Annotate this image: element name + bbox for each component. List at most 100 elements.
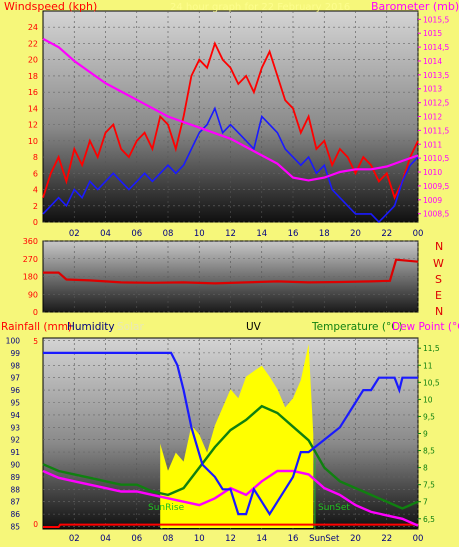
wind-y-tick-label: 10	[28, 137, 38, 146]
direction-axes: 0 90 180 270 360	[23, 237, 38, 317]
humidity-y-tick-label: 100	[6, 336, 21, 345]
temperature-y-tick-label: 10	[423, 395, 433, 404]
humidity-y-tick-label: 98	[10, 361, 20, 370]
wind-x-tick-label: 10	[194, 229, 205, 239]
wind-x-tick-label: 00	[413, 229, 424, 239]
wind-y-tick-label: 18	[28, 72, 38, 81]
sunrise-label: SunRise	[148, 503, 185, 513]
temperature-y-tick-label: 9,5	[423, 412, 435, 421]
humidity-line	[43, 351, 418, 517]
baro-y-tick-label: 1015,5	[423, 15, 449, 24]
direction-y-tick-label: 90	[28, 290, 38, 299]
temp-x-tick-label: 20	[350, 534, 361, 543]
temp-x-tick-label: 04	[100, 534, 111, 543]
rainfall-line	[43, 523, 418, 528]
wind-x-tick-label: 06	[131, 229, 142, 239]
wind-direction-line	[43, 258, 419, 285]
temp-series	[42, 344, 419, 528]
baro-y-tick-label: 1013	[423, 85, 442, 94]
rain-tick-label-0: 0	[33, 520, 38, 529]
baro-y-tick-label: 1012,5	[423, 99, 449, 108]
baro-y-tick-label: 1010	[423, 168, 442, 177]
temp-x-tick-label: 06	[131, 534, 142, 543]
direction-y-tick-label: 270	[23, 255, 38, 264]
temperature-y-tick-label: 10,5	[423, 378, 440, 387]
temperature-y-tick-label: 7,5	[423, 481, 435, 490]
baro-y-tick-label: 1013,5	[423, 71, 449, 80]
wind-y-tick-label: 4	[33, 186, 38, 195]
wind-y-tick-label: 20	[28, 56, 38, 65]
compass-e: E	[435, 289, 442, 302]
baro-y-tick-label: 1010,5	[423, 154, 449, 163]
wind-x-tick-label: 20	[350, 229, 361, 239]
humidity-y-tick-label: 95	[10, 398, 20, 407]
baro-y-tick-label: 1009	[423, 196, 442, 205]
temp-x-tick-label: 22	[381, 534, 392, 543]
barometer-label: Barometer (mb)	[371, 0, 459, 13]
humidity-label: Humidity	[67, 321, 115, 333]
faint-title: 24 hour graph for 22 February 2016	[170, 2, 350, 13]
wind-y-tick-label: 14	[28, 104, 38, 113]
compass-labels: N W S E N	[433, 240, 444, 318]
temp-x-tick-label: 10	[194, 534, 205, 543]
temperature-y-tick-label: 7	[423, 498, 428, 507]
temp-x-tick-label: 14	[256, 534, 267, 543]
temperature-y-tick-label: 11,5	[423, 344, 440, 353]
wind-axes: 02 04 06 08 10 12 14 16 18 20 22 000246810121416182…	[28, 15, 450, 239]
wind-y-tick-label: 12	[28, 121, 38, 130]
compass-n-top: N	[435, 240, 443, 253]
barometer-line	[42, 37, 419, 182]
temp-x-tick-label: 00	[413, 534, 424, 543]
wind-average-line	[42, 106, 419, 224]
wind-x-tick-label: 16	[288, 229, 299, 239]
humidity-y-tick-label: 96	[10, 386, 20, 395]
wind-grid	[43, 11, 419, 223]
baro-y-tick-label: 1011,5	[423, 126, 449, 135]
dewpoint-label: Dew Point (°C)	[392, 321, 459, 333]
temperature-y-tick-label: 6,5	[423, 515, 435, 524]
temp-x-tick-label: 08	[163, 534, 174, 543]
wind-y-tick-label: 2	[33, 202, 38, 211]
temperature-y-tick-label: 11	[423, 361, 433, 370]
temperature-y-tick-label: 8,5	[423, 447, 435, 456]
baro-y-tick-label: 1011	[423, 140, 442, 149]
humidity-y-tick-label: 88	[10, 485, 20, 494]
temperature-line	[42, 404, 419, 510]
temp-x-tick-label: 16	[288, 534, 299, 543]
humidity-y-tick-label: 89	[10, 473, 20, 482]
compass-s: S	[435, 273, 442, 286]
wind-y-tick-label: 8	[33, 153, 38, 162]
direction-y-tick-label: 180	[23, 273, 38, 282]
temp-x-tick-label: 12	[225, 534, 236, 543]
wind-y-tick-label: 22	[28, 39, 38, 48]
windspeed-label: Windspeed (kph)	[4, 0, 97, 13]
direction-y-tick-label: 360	[23, 237, 38, 246]
humidity-y-tick-label: 86	[10, 510, 20, 519]
temp-x-tick-label: 02	[69, 534, 80, 543]
humidity-y-tick-label: 94	[10, 411, 20, 420]
baro-y-tick-label: 1014	[423, 57, 442, 66]
humidity-y-tick-label: 97	[10, 374, 20, 383]
wind-y-tick-label: 16	[28, 88, 38, 97]
baro-y-tick-label: 1015	[423, 29, 442, 38]
direction-series	[43, 258, 419, 285]
humidity-y-tick-label: 92	[10, 436, 20, 445]
humidity-y-tick-label: 93	[10, 423, 20, 432]
baro-y-tick-label: 1014,5	[423, 43, 449, 52]
baro-y-tick-label: 1008,5	[423, 210, 449, 219]
temp-axes: 02 04 06 08 10 12 14 16 SunSet 20 22 00858687888990…	[6, 336, 440, 544]
temperature-label: Temperature (°C)	[311, 321, 403, 333]
compass-n-bottom: N	[435, 305, 443, 318]
wind-x-tick-label: 04	[100, 229, 111, 239]
sunset-label: SunSet	[318, 503, 350, 513]
direction-grid	[43, 240, 419, 313]
wind-x-tick-label: 22	[381, 229, 392, 239]
compass-w: W	[433, 257, 444, 270]
wind-x-tick-label: 08	[163, 229, 174, 239]
rainfall-label: Rainfall (mm)	[1, 321, 72, 333]
wind-x-tick-label: 18	[319, 229, 330, 239]
humidity-y-tick-label: 85	[10, 523, 20, 532]
rain-tick-label-5: 5	[33, 337, 38, 346]
